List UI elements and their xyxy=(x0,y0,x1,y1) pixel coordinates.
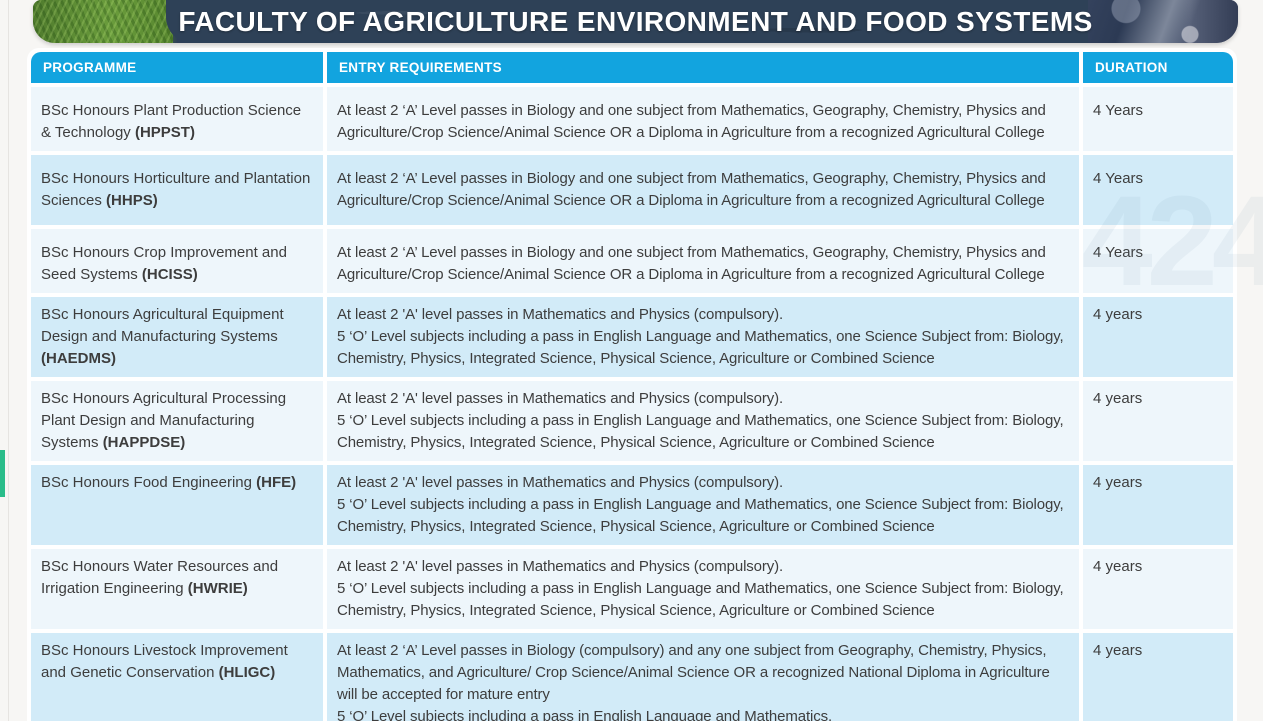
duration-cell: 4 years xyxy=(1083,297,1233,377)
table-row: BSc Honours Agricultural Equipment Desig… xyxy=(31,297,1233,377)
programme-acronym: (HLIGC) xyxy=(218,664,276,681)
requirement-line: At least 2 'A' level passes in Mathemati… xyxy=(337,558,784,575)
programme-cell: BSc Honours Water Resources and Irrigati… xyxy=(31,549,323,629)
programme-cell: BSc Honours Livestock Improvement and Ge… xyxy=(31,633,323,721)
programme-acronym: (HWRIE) xyxy=(187,580,248,597)
programme-cell: BSc Honours Agricultural Processing Plan… xyxy=(31,381,323,461)
programme-acronym: (HPPST) xyxy=(134,124,195,141)
entry-requirements-cell: At least 2 'A' level passes in Mathemati… xyxy=(327,465,1079,545)
duration-cell: 4 Years xyxy=(1083,87,1233,151)
programme-name: BSc Honours Horticulture and Plantation … xyxy=(41,170,311,209)
left-gutter-divider xyxy=(8,0,9,721)
entry-requirements-cell: At least 2 'A' level passes in Mathemati… xyxy=(327,549,1079,629)
table-header-row: PROGRAMME ENTRY REQUIREMENTS DURATION xyxy=(31,52,1233,83)
programme-cell: BSc Honours Agricultural Equipment Desig… xyxy=(31,297,323,377)
entry-requirements-cell: At least 2 'A' level passes in Mathemati… xyxy=(327,297,1079,377)
requirement-line: At least 2 'A' level passes in Mathemati… xyxy=(337,474,784,491)
requirement-line: 5 ‘O’ Level subjects including a pass in… xyxy=(337,496,1064,535)
entry-requirements-cell: At least 2 ‘A’ Level passes in Biology a… xyxy=(327,155,1079,225)
duration-cell: 4 years xyxy=(1083,549,1233,629)
table-row: BSc Honours Food Engineering (HFE) At le… xyxy=(31,465,1233,545)
programme-acronym: (HFE) xyxy=(256,474,297,491)
table-row: BSc Honours Water Resources and Irrigati… xyxy=(31,549,1233,629)
requirement-line: At least 2 ‘A’ Level passes in Biology a… xyxy=(337,170,1046,209)
programme-name: BSc Honours Plant Production Science & T… xyxy=(41,102,302,141)
requirement-line: At least 2 'A' level passes in Mathemati… xyxy=(337,306,784,323)
column-header-entry-requirements: ENTRY REQUIREMENTS xyxy=(327,52,1079,83)
programme-name: BSc Honours Water Resources and Irrigati… xyxy=(41,558,279,597)
requirement-line: 5 ‘O’ Level subjects including a pass in… xyxy=(337,328,1064,367)
duration-cell: 4 years xyxy=(1083,381,1233,461)
programme-acronym: (HAEDMS) xyxy=(41,350,116,367)
programme-acronym: (HHPS) xyxy=(106,192,158,209)
column-header-programme: PROGRAMME xyxy=(31,52,323,83)
duration-cell: 4 years xyxy=(1083,633,1233,721)
entry-requirements-cell: At least 2 'A' level passes in Mathemati… xyxy=(327,381,1079,461)
requirement-line: At least 2 'A' level passes in Mathemati… xyxy=(337,390,784,407)
table-row: BSc Honours Agricultural Processing Plan… xyxy=(31,381,1233,461)
entry-requirements-cell: At least 2 ‘A’ Level passes in Biology (… xyxy=(327,633,1079,721)
duration-cell: 4 Years xyxy=(1083,229,1233,293)
programme-cell: BSc Honours Food Engineering (HFE) xyxy=(31,465,323,545)
duration-cell: 4 Years xyxy=(1083,155,1233,225)
requirement-line: 5 ‘O’ Level subjects including a pass in… xyxy=(337,708,833,721)
programme-cell: BSc Honours Crop Improvement and Seed Sy… xyxy=(31,229,323,293)
left-accent-bar xyxy=(0,450,5,497)
programme-acronym: (HAPPDSE) xyxy=(102,434,186,451)
duration-cell: 4 years xyxy=(1083,465,1233,545)
programme-name: BSc Honours Agricultural Processing Plan… xyxy=(41,390,287,451)
table-row: BSc Honours Plant Production Science & T… xyxy=(31,87,1233,151)
programme-cell: BSc Honours Plant Production Science & T… xyxy=(31,87,323,151)
banner-title-panel xyxy=(166,0,1088,43)
requirement-line: 5 ‘O’ Level subjects including a pass in… xyxy=(337,412,1064,451)
table-row: BSc Honours Crop Improvement and Seed Sy… xyxy=(31,229,1233,293)
programme-name: BSc Honours Crop Improvement and Seed Sy… xyxy=(41,244,287,283)
entry-requirements-cell: At least 2 ‘A’ Level passes in Biology a… xyxy=(327,87,1079,151)
programme-acronym: (HCISS) xyxy=(141,266,198,283)
table-row: BSc Honours Horticulture and Plantation … xyxy=(31,155,1233,225)
grass-photo xyxy=(33,0,173,43)
requirement-line: At least 2 ‘A’ Level passes in Biology (… xyxy=(337,642,1050,703)
column-header-duration: DURATION xyxy=(1083,52,1233,83)
requirement-line: At least 2 ‘A’ Level passes in Biology a… xyxy=(337,102,1046,141)
table-row: BSc Honours Livestock Improvement and Ge… xyxy=(31,633,1233,721)
tractor-photo xyxy=(1078,0,1238,43)
requirement-line: 5 ‘O’ Level subjects including a pass in… xyxy=(337,580,1064,619)
entry-requirements-cell: At least 2 ‘A’ Level passes in Biology a… xyxy=(327,229,1079,293)
programmes-table: PROGRAMME ENTRY REQUIREMENTS DURATION BS… xyxy=(27,48,1237,721)
programme-name: BSc Honours Agricultural Equipment Desig… xyxy=(41,306,284,345)
faculty-banner: FACULTY OF AGRICULTURE ENVIRONMENT AND F… xyxy=(33,0,1238,43)
programme-name: BSc Honours Food Engineering xyxy=(41,474,252,491)
page-title: FACULTY OF AGRICULTURE ENVIRONMENT AND F… xyxy=(178,6,1093,37)
programme-cell: BSc Honours Horticulture and Plantation … xyxy=(31,155,323,225)
requirement-line: At least 2 ‘A’ Level passes in Biology a… xyxy=(337,244,1046,283)
programme-name: BSc Honours Livestock Improvement and Ge… xyxy=(41,642,288,681)
